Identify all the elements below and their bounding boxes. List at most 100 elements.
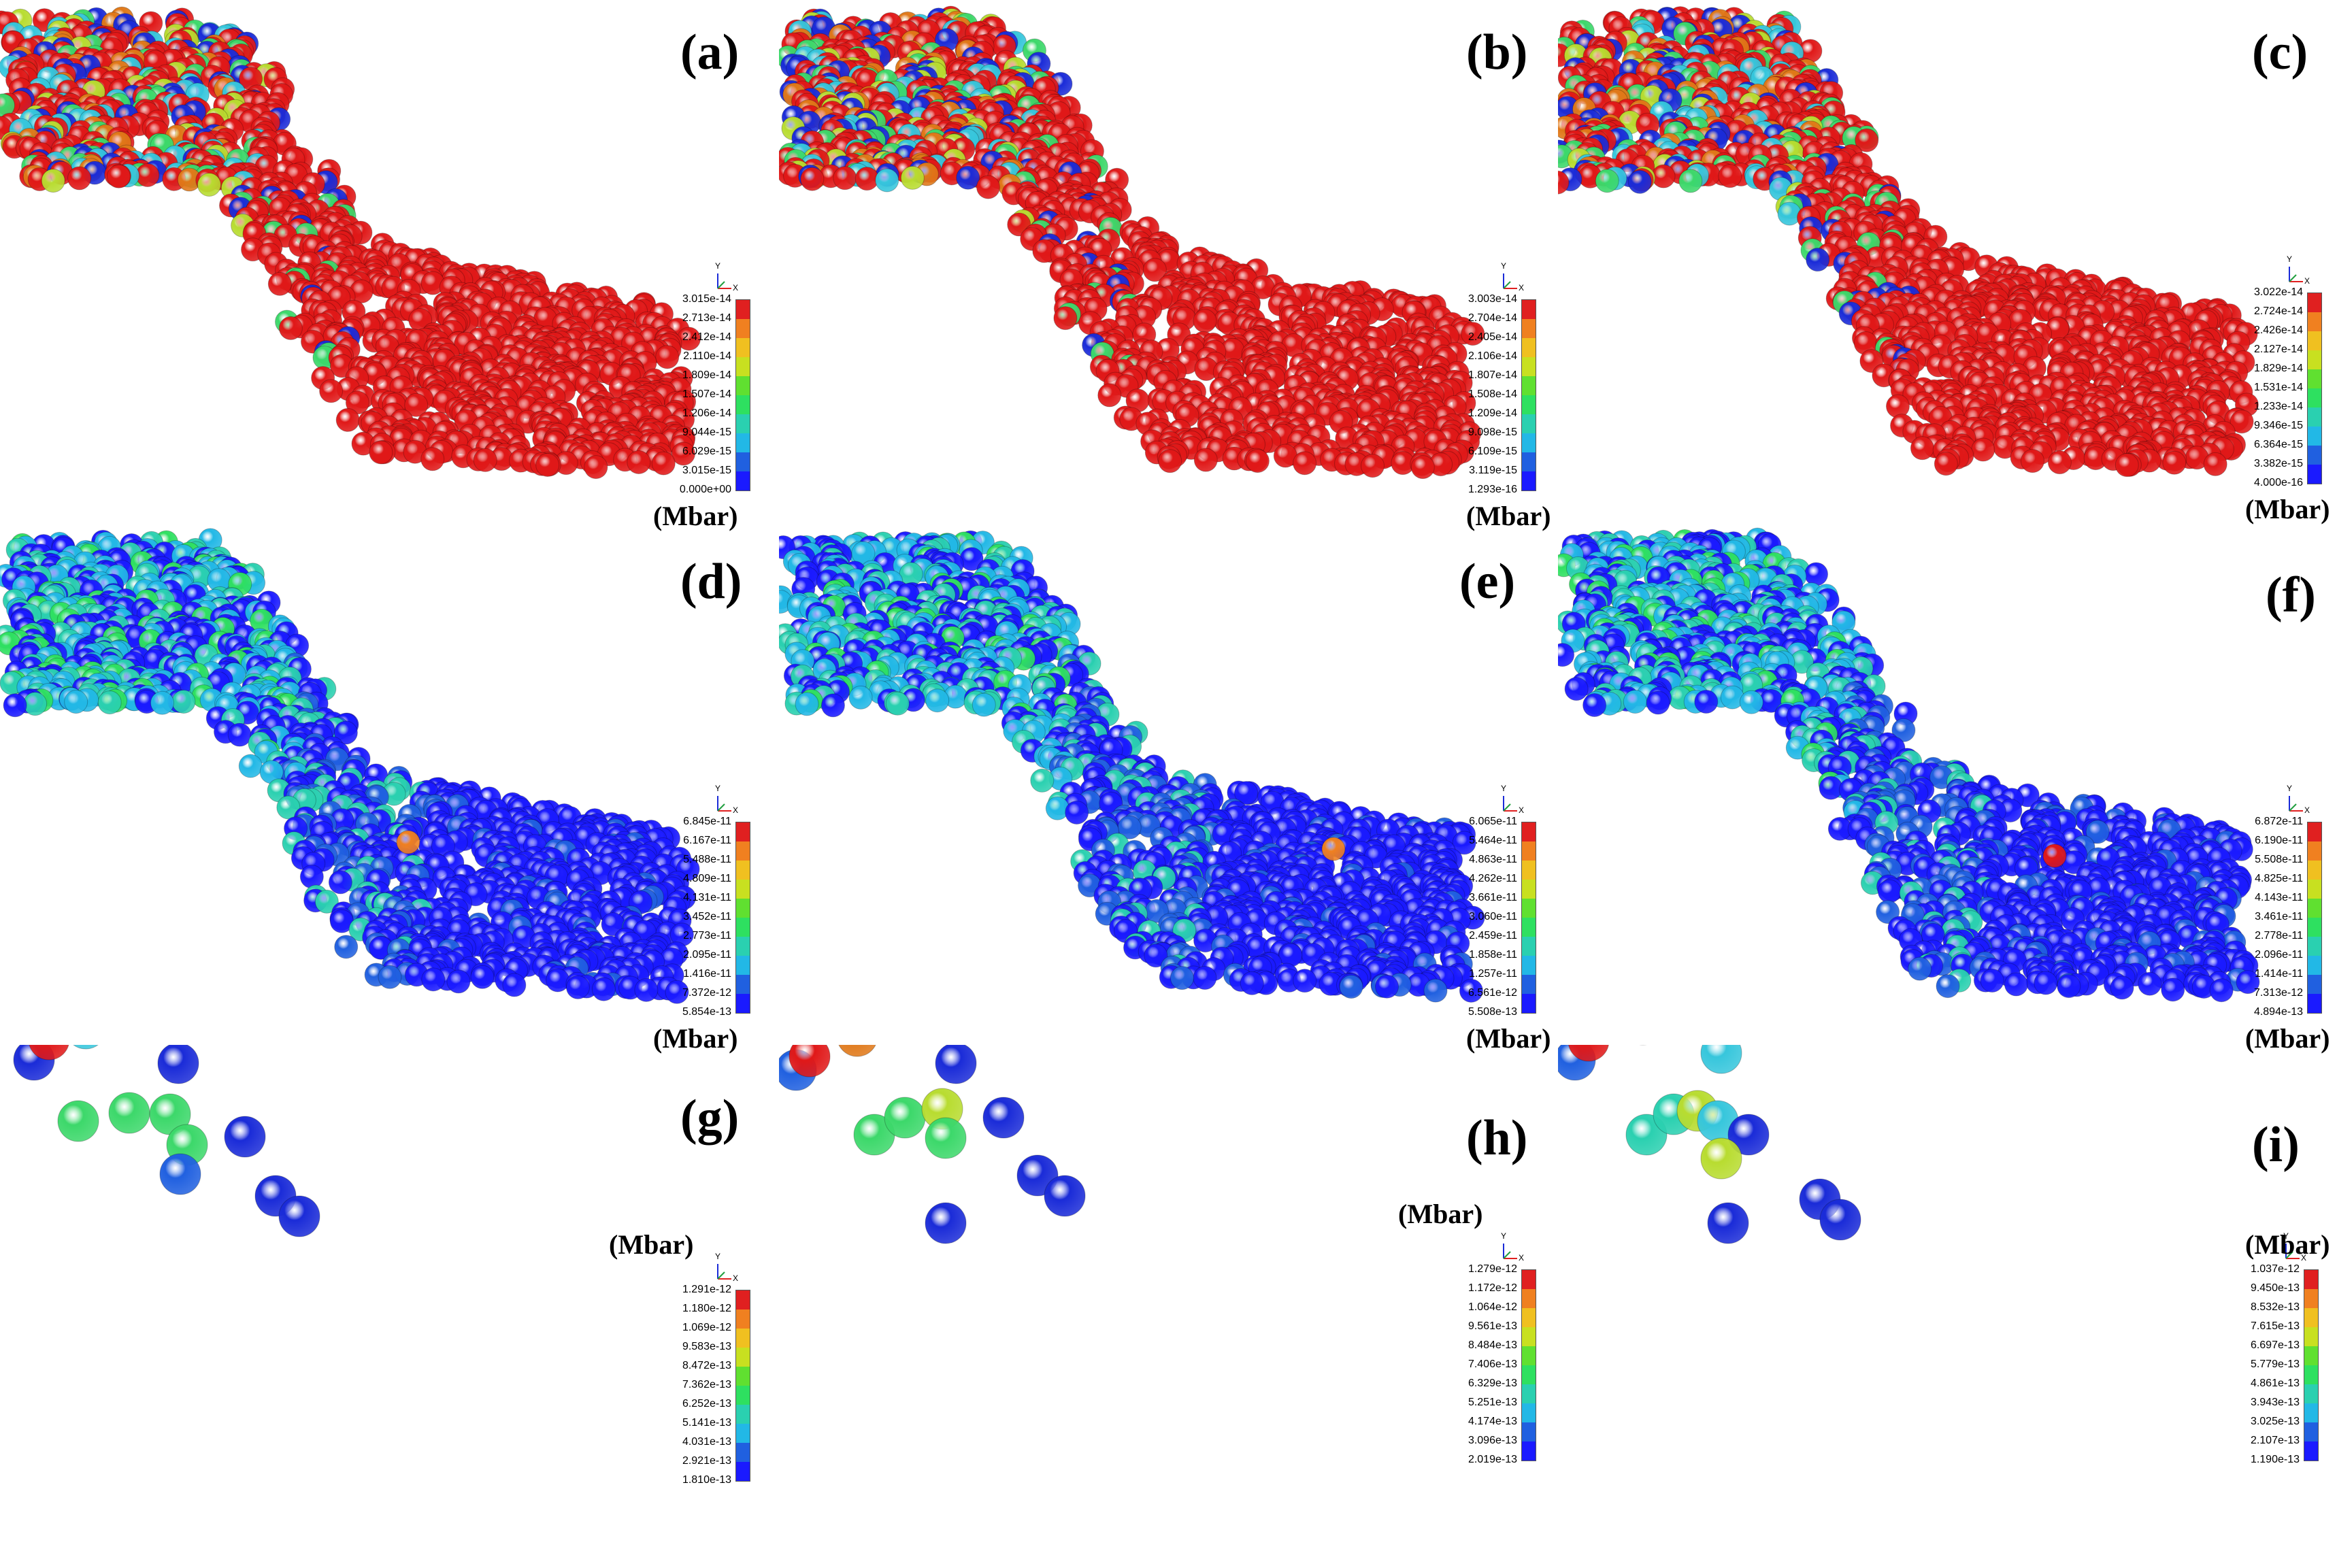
panel-label: (b): [1466, 24, 1528, 80]
particle: [197, 173, 221, 197]
colorbar-tick-label: 1.206e-14: [682, 407, 731, 419]
colorbar-tick-label: 9.346e-15: [2253, 420, 2303, 431]
particle: [833, 166, 857, 190]
colorbar-tick-label: 6.109e-15: [1468, 446, 1517, 457]
particle: [2115, 453, 2139, 478]
unit-label: (Mbar): [2245, 494, 2330, 524]
particle-scene: [1558, 6, 2259, 478]
axis-y-label: Y: [715, 784, 721, 793]
panel-b: (b) Y X 3.003e-14 2.704e-14 2.405e-14 2.106e-1…: [779, 0, 1558, 531]
particle: [420, 447, 445, 471]
particle: [627, 450, 651, 474]
particle: [1718, 164, 1742, 188]
particle: [41, 169, 65, 193]
colorbar-tick-label: 3.382e-15: [2253, 458, 2303, 469]
colorbar-tick-label: 1.508e-14: [1468, 388, 1517, 400]
particle: [97, 690, 122, 715]
colorbar-tick-label: 2.110e-14: [683, 350, 731, 362]
particle: [1410, 455, 1435, 480]
particle: [1193, 448, 1218, 472]
particle: [473, 448, 497, 472]
colorbar-tick-label: 2.412e-14: [682, 331, 731, 343]
colorbar-tick-label: 2.713e-14: [682, 312, 731, 324]
axis-y-label: Y: [715, 261, 721, 271]
colorbar-tick-label: 3.119e-15: [1469, 465, 1517, 476]
colorbar: [2307, 293, 2322, 484]
particle-scene: [779, 5, 1485, 480]
particle: [1158, 449, 1182, 473]
particle: [1934, 452, 1958, 476]
colorbar-tick-label: 2.095e-11: [683, 949, 731, 961]
particle: [278, 316, 303, 340]
colorbar-tick-label: 2.405e-14: [1468, 331, 1517, 343]
particle: [369, 440, 393, 465]
particle: [591, 977, 616, 1001]
particle: [404, 393, 429, 417]
colorbar-tick-label: 1.531e-14: [2253, 382, 2303, 393]
colorbar-tick-label: 3.003e-14: [1468, 293, 1517, 305]
particle: [396, 830, 420, 854]
colorbar-tick-label: 2.773e-11: [683, 930, 731, 941]
colorbar-tick-label: 4.131e-11: [683, 892, 731, 903]
particle: [535, 452, 560, 477]
particle: [64, 690, 88, 714]
colorbar-tick-label: 1.829e-14: [2253, 363, 2303, 374]
colorbar-tick-label: 3.015e-15: [682, 465, 731, 476]
colorbar: [1521, 299, 1536, 491]
particle: [378, 965, 402, 989]
particle: [502, 973, 527, 997]
particle: [3, 693, 27, 718]
particle: [1360, 454, 1385, 478]
particle: [900, 165, 925, 190]
colorbar: [735, 299, 750, 491]
axis-x-label: X: [2304, 276, 2310, 286]
particle: [1910, 436, 1934, 461]
colorbar-tick-label: 7.372e-12: [682, 987, 731, 999]
colorbar-tick-label: 1.233e-14: [2253, 401, 2303, 412]
particle: [334, 935, 359, 959]
particle-scene: [0, 528, 700, 1004]
panel-label: (c): [2252, 24, 2308, 80]
particle: [546, 968, 570, 992]
particle: [328, 870, 352, 895]
colorbar-tick-label: 3.452e-11: [683, 911, 731, 922]
colorbar-tick-label: 5.488e-11: [683, 854, 731, 865]
panel-e: (e) Y X 6.065e-11 5.464e-11 4.863e-11 4.262e-1…: [779, 522, 1558, 1054]
panel-label: (d): [680, 554, 742, 610]
particle: [651, 451, 676, 476]
colorbar-tick-label: 1.293e-16: [1468, 484, 1517, 495]
colorbar-tick-label: 2.704e-14: [1468, 312, 1517, 324]
particle: [106, 164, 131, 188]
axis-x-label: X: [733, 283, 739, 293]
particle: [1678, 169, 1703, 193]
particle: [238, 754, 263, 778]
particle: [1461, 322, 1485, 346]
particle: [1097, 383, 1122, 407]
particle: [2047, 450, 2072, 475]
particle: [2203, 452, 2227, 476]
particle: [421, 967, 446, 992]
colorbar-tick-label: 1.809e-14: [682, 369, 731, 381]
colorbar-tick-label: 2.426e-14: [2253, 324, 2303, 336]
colorbar-tick-label: 4.809e-11: [683, 873, 731, 884]
axis-y-label: Y: [1501, 261, 1507, 271]
particle: [1971, 437, 1995, 462]
colorbar-tick-label: 2.106e-14: [1468, 350, 1517, 362]
particle: [1627, 169, 1652, 194]
colorbar-tick-label: 2.127e-14: [2253, 344, 2303, 355]
colorbar-tick-label: 5.854e-13: [682, 1006, 731, 1018]
particle-scene: [779, 530, 1485, 1003]
particle: [470, 965, 495, 989]
panel-c: (c) Y X 3.022e-14 2.724e-14 2.426e-14 2.127e-1…: [1558, 0, 2337, 524]
colorbar-tick-label: 9.098e-15: [1468, 427, 1517, 438]
particle: [446, 969, 471, 994]
particle-scene: [0, 6, 701, 480]
particle: [855, 167, 879, 191]
particle: [67, 166, 92, 190]
particle: [1193, 309, 1217, 333]
colorbar-tick-label: 6.167e-11: [683, 835, 731, 846]
particle: [335, 407, 360, 432]
particle: [1885, 394, 1910, 418]
